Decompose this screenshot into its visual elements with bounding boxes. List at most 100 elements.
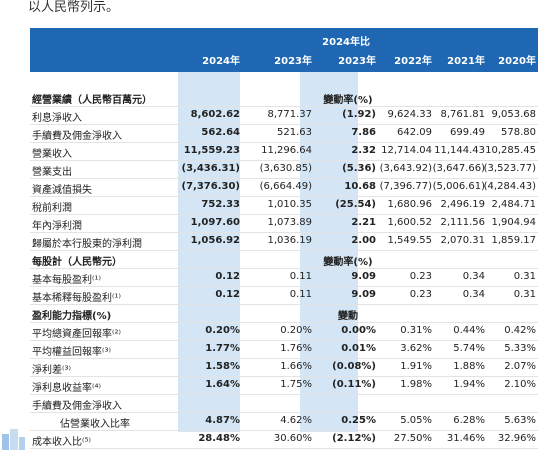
value-change: 7.86 <box>351 127 376 138</box>
value-2023: (3,630.85) <box>259 163 312 174</box>
value-2022: 1,600.52 <box>387 217 432 228</box>
section-change-label: 變動率(%) <box>323 257 373 268</box>
value-2023: 0.11 <box>289 289 312 300</box>
value-2022: 1.98% <box>400 379 432 390</box>
value-2022: 0.31% <box>400 325 432 336</box>
table-row: 年內淨利潤 1,097.60 1,073.89 2.21 1,600.52 2,111.5… <box>30 214 538 233</box>
row-label: 手續費及佣金淨收入 <box>32 131 122 142</box>
row-label: 基本稀釋每股盈利⁽¹⁾ <box>32 293 121 304</box>
table-row: 平均權益回報率⁽³⁾ 1.77% 1.76% 0.01% 3.62% 5.74% 5.33% <box>30 340 538 359</box>
value-change: 9.09 <box>351 271 376 282</box>
table-row: 經營業績（人民幣百萬元） 變動率(%) <box>30 88 538 107</box>
value-change: 0.25% <box>341 415 376 426</box>
value-2022: 9,624.33 <box>387 109 432 120</box>
value-2024: (7,376.30) <box>181 181 241 192</box>
value-2020: (3,523.77) <box>483 163 536 174</box>
row-label: 經營業績（人民幣百萬元） <box>32 95 152 106</box>
row-label: 盈利能力指標(%) <box>32 311 112 322</box>
table-row: 平均總資產回報率⁽²⁾ 0.20% 0.20% 0.00% 0.31% 0.44% 0.42… <box>30 322 538 341</box>
section-change-label: 變動 <box>338 311 358 322</box>
value-2020: 0.31 <box>513 271 536 282</box>
value-2023: 8,771.37 <box>267 109 312 120</box>
value-change: (0.08%) <box>332 361 376 372</box>
value-2021: 6.28% <box>453 415 485 426</box>
compare-title: 2024年比 <box>322 37 370 48</box>
row-label: 平均總資產回報率⁽²⁾ <box>32 329 121 340</box>
table-row: 稅前利潤 752.33 1,010.35 (25.54) 1,680.96 2,496.1… <box>30 196 538 215</box>
table-row: 成本收入比⁽⁵⁾ 28.48% 30.60% (2.12%) 27.50% 31.46% 3… <box>30 430 538 449</box>
value-2022: 0.23 <box>409 289 432 300</box>
value-2023: 1.66% <box>280 361 312 372</box>
value-2023: (6,664.49) <box>259 181 312 192</box>
header-year-2022: 2022年 <box>394 56 432 67</box>
table-row: 淨利差⁽³⁾ 1.58% 1.66% (0.08%) 1.91% 1.88% 2.07% <box>30 358 538 377</box>
value-2023: 1,073.89 <box>267 217 312 228</box>
value-2021: (3,647.66) <box>432 163 485 174</box>
value-2023: 4.62% <box>280 415 312 426</box>
value-2024: 0.20% <box>205 325 240 336</box>
value-2020: 32.96% <box>497 433 536 444</box>
row-label: 平均權益回報率⁽³⁾ <box>32 347 111 358</box>
table-row: 每股計（人民幣元） 變動率(%) <box>30 250 538 269</box>
value-2024: 1.64% <box>205 379 240 390</box>
value-2020: 0.42% <box>504 325 536 336</box>
value-2020: 0.31 <box>513 289 536 300</box>
value-2022: 1,680.96 <box>387 199 432 210</box>
value-change: (0.11%) <box>332 379 376 390</box>
table-row: 基本每股盈利⁽¹⁾ 0.12 0.11 9.09 0.23 0.34 0.31 <box>30 268 538 287</box>
value-2020: 9,053.68 <box>491 109 536 120</box>
value-2021: (5,006.61) <box>432 181 485 192</box>
value-2020: 5.33% <box>504 343 536 354</box>
value-2020: (4,284.43) <box>483 181 536 192</box>
table-row: 資產減值損失 (7,376.30) (6,664.49) 10.68 (7,396.77… <box>30 178 538 197</box>
value-change: 2.32 <box>351 145 376 156</box>
value-change: (2.12%) <box>332 433 376 444</box>
value-2023: 1,036.19 <box>267 235 312 246</box>
highlight-col-2024 <box>178 72 240 432</box>
value-change: (1.92) <box>342 109 376 120</box>
table-row: 歸屬於本行股東的淨利潤 1,056.92 1,036.19 2.00 1,549.55 2… <box>30 232 538 251</box>
value-2020: 10,285.45 <box>485 145 536 156</box>
value-2023: 0.20% <box>280 325 312 336</box>
row-label: 每股計（人民幣元） <box>32 257 122 268</box>
value-2020: 578.80 <box>501 127 536 138</box>
row-label: 歸屬於本行股東的淨利潤 <box>32 239 142 250</box>
row-label: 年內淨利潤 <box>32 221 82 232</box>
table-row: 盈利能力指標(%) 變動 <box>30 304 538 323</box>
row-label: 利息淨收入 <box>32 113 82 124</box>
header-year-2020: 2020年 <box>498 56 536 67</box>
value-2021: 0.44% <box>453 325 485 336</box>
value-2024: 4.87% <box>205 415 240 426</box>
value-change: 0.01% <box>341 343 376 354</box>
value-change: 10.68 <box>344 181 376 192</box>
table-row: 營業支出 (3,436.31) (3,630.85) (5.36) (3,643.92)… <box>30 160 538 179</box>
value-2023: 0.11 <box>289 271 312 282</box>
value-2021: 0.34 <box>462 271 485 282</box>
value-change: (5.36) <box>342 163 376 174</box>
value-2022: (7,396.77) <box>379 181 432 192</box>
value-2021: 1.88% <box>453 361 485 372</box>
value-2021: 31.46% <box>446 433 485 444</box>
value-2021: 699.49 <box>450 127 485 138</box>
row-label: 營業支出 <box>32 167 72 178</box>
value-2024: (3,436.31) <box>181 163 241 174</box>
table-row: 手續費及佣金淨收入 562.64 521.63 7.86 642.09 699.49 578… <box>30 124 538 143</box>
value-change: (25.54) <box>335 199 376 210</box>
row-label: 淨利差⁽³⁾ <box>32 365 71 376</box>
value-2021: 2,496.19 <box>440 199 485 210</box>
row-label: 基本每股盈利⁽¹⁾ <box>32 275 101 286</box>
section-change-label: 變動率(%) <box>323 95 373 106</box>
value-2022: 27.50% <box>393 433 432 444</box>
value-2020: 2,484.71 <box>491 199 536 210</box>
value-2024: 1,056.92 <box>190 235 240 246</box>
value-2020: 2.07% <box>504 361 536 372</box>
value-2020: 1,904.94 <box>491 217 536 228</box>
table-header: 2024年比 2024年 2023年 2023年 2022年 2021年 202… <box>30 28 538 72</box>
value-2021: 11,144.43 <box>434 145 485 156</box>
value-2022: 5.05% <box>400 415 432 426</box>
value-2024: 1.77% <box>205 343 240 354</box>
value-2023: 1,010.35 <box>267 199 312 210</box>
value-2022: 1,549.55 <box>387 235 432 246</box>
value-2024: 11,559.23 <box>183 145 240 156</box>
value-2023: 1.75% <box>280 379 312 390</box>
